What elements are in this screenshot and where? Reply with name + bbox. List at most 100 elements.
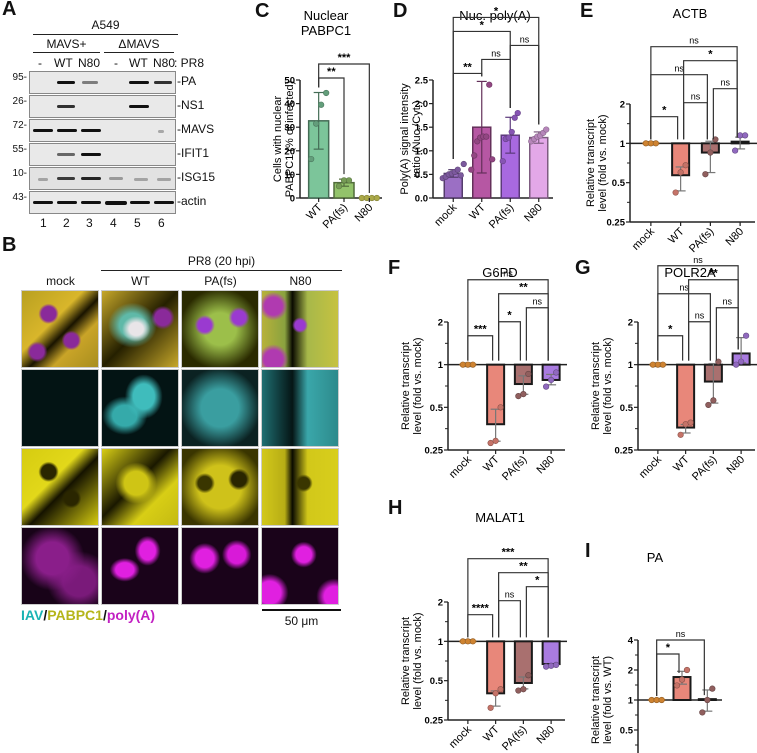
image-polya-wt	[101, 527, 179, 605]
legend-iav: IAV	[21, 607, 44, 623]
y-tick-label: 0.25	[615, 446, 634, 457]
legend-pabpc1: PABPC1	[47, 607, 103, 623]
data-point	[743, 332, 750, 339]
y-tick-label: 1.0	[415, 146, 428, 157]
significance-bracket	[656, 639, 705, 696]
data-point	[454, 166, 461, 173]
y-axis-label: Relative transcript	[400, 342, 412, 430]
y-tick-label: 30	[284, 123, 295, 134]
column-header: PA(fs)	[204, 274, 237, 288]
significance-bracket	[683, 102, 708, 140]
bar	[541, 640, 561, 666]
data-point	[323, 89, 330, 97]
significance-label: *	[507, 310, 512, 322]
significance-bracket	[467, 279, 549, 361]
x-tick-label: N80	[353, 202, 376, 225]
panel-label-f: F	[388, 257, 401, 279]
legend-polya: poly(A)	[106, 607, 156, 623]
scale-bar	[262, 609, 341, 611]
data-point	[672, 189, 679, 196]
data-point	[514, 109, 521, 117]
data-point	[707, 149, 714, 156]
blot-ifit1	[29, 143, 176, 166]
data-point	[652, 140, 659, 147]
data-point	[709, 685, 716, 692]
significance-bracket	[509, 44, 540, 125]
panel-label-i: I	[585, 540, 591, 562]
y-axis-label: level (fold vs. mock)	[597, 114, 609, 211]
data-point	[520, 390, 527, 398]
significance-bracket	[650, 74, 708, 140]
significance-bracket	[657, 265, 739, 361]
lane-number: 6	[158, 216, 165, 230]
y-axis-label: ratio (Nuc./Cyt.)	[411, 100, 423, 177]
data-point	[505, 134, 512, 141]
panel-label-d: D	[393, 0, 408, 22]
chart-title: PABPC1	[301, 23, 351, 38]
data-point	[525, 672, 532, 679]
data-point	[705, 401, 712, 409]
x-tick-label: mock	[432, 201, 459, 228]
x-tick-label: WT	[304, 201, 325, 222]
data-point	[548, 376, 555, 384]
significance-bracket	[650, 116, 679, 140]
data-point	[678, 676, 686, 683]
lane-number: 4	[110, 216, 117, 230]
y-tick-label: 50	[284, 76, 295, 87]
y-tick-label: 0.0	[415, 194, 428, 205]
data-point	[673, 682, 681, 689]
data-point	[492, 690, 499, 697]
x-tick-label: PA(fs)	[500, 724, 530, 753]
blot-name: -IFIT1	[177, 146, 209, 160]
data-point	[543, 663, 550, 670]
data-point	[704, 696, 711, 704]
lane-header: N80	[153, 56, 176, 70]
significance-label: ns	[491, 48, 501, 58]
significance-label: **	[709, 268, 718, 280]
significance-label: *	[480, 19, 485, 31]
chart-pa: PA Relative transcript level (fold vs. WT)…	[590, 550, 722, 753]
significance-label: ns	[674, 64, 684, 74]
image-merge-mock	[21, 290, 99, 368]
x-tick-label: mock	[630, 225, 657, 252]
significance-label: **	[463, 61, 472, 73]
significance-bracket	[712, 88, 738, 140]
data-point	[553, 369, 560, 376]
data-point	[687, 419, 694, 426]
significance-bracket	[650, 46, 738, 140]
significance-bracket	[467, 558, 549, 638]
significance-bracket	[657, 335, 684, 361]
y-tick-label: 2	[628, 318, 633, 329]
significance-bracket	[498, 572, 549, 638]
significance-label: *	[666, 642, 671, 654]
lane-header: -	[114, 56, 118, 70]
x-tick-label: N80	[534, 724, 557, 747]
virus-label: : PR8	[174, 56, 205, 70]
blot-mavs	[29, 119, 176, 142]
infection-underline	[101, 270, 342, 271]
significance-label: ns	[676, 629, 686, 639]
channel-legend: IAV/PABPC1/poly(A)	[21, 607, 156, 623]
significance-label: ***	[338, 52, 352, 64]
data-point	[460, 160, 467, 168]
lane-number: 2	[63, 216, 70, 230]
y-axis-label: Cells with nuclear	[272, 96, 284, 183]
cell-line-label: A549	[91, 18, 120, 32]
x-tick-label: PA(fs)	[690, 454, 720, 484]
significance-bracket	[481, 58, 511, 109]
mw-marker: 72-	[12, 120, 27, 131]
x-tick-label: N80	[724, 454, 747, 477]
blot-name: -ISG15	[177, 170, 216, 184]
group-underline	[104, 52, 174, 53]
y-tick-label: 1.5	[415, 123, 429, 134]
data-point	[457, 172, 464, 179]
y-tick-label: 10	[284, 170, 295, 181]
data-point	[373, 194, 380, 202]
data-point	[492, 437, 499, 444]
significance-bracket	[318, 63, 370, 193]
blot-name: -MAVS	[177, 122, 215, 136]
significance-label: ns	[679, 283, 689, 293]
data-point	[486, 81, 493, 88]
data-point	[499, 158, 506, 165]
